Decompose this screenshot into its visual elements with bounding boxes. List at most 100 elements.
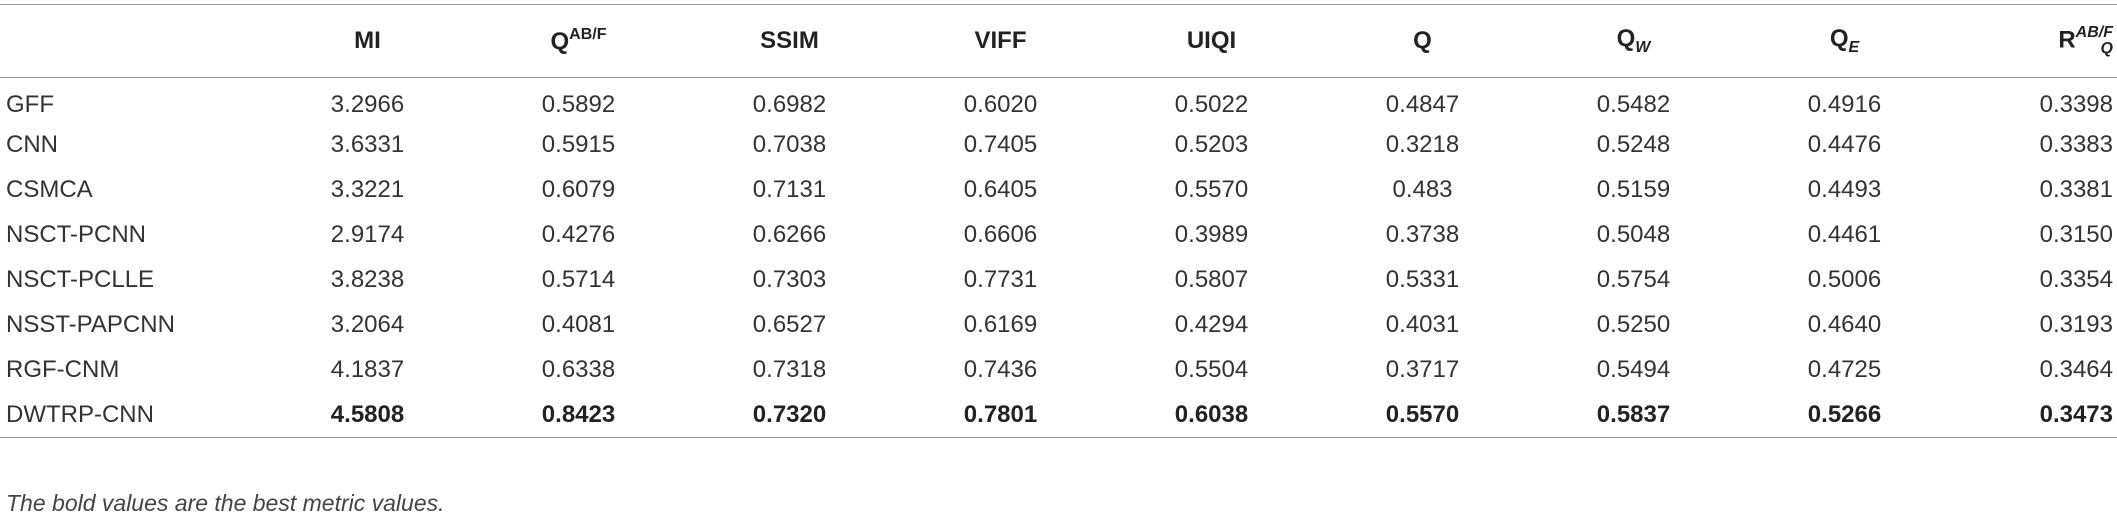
metric-value: 0.5022 bbox=[1174, 91, 1249, 119]
metric-value: 0.6606 bbox=[963, 221, 1038, 248]
header-text: R bbox=[2058, 26, 2076, 54]
metric-value: 0.4640 bbox=[1807, 311, 1882, 338]
row-label: NSCT-PCNN bbox=[6, 221, 147, 248]
metric-value: 0.5482 bbox=[1596, 91, 1671, 119]
column-header bbox=[0, 5, 262, 78]
metric-value: 0.3398 bbox=[2039, 91, 2113, 119]
metric-value: 0.3989 bbox=[1174, 221, 1249, 248]
metric-value: 0.4847 bbox=[1385, 91, 1460, 119]
header-text: SSIM bbox=[760, 27, 819, 54]
metric-value: 4.1837 bbox=[330, 356, 405, 383]
row-label: NSST-PAPCNN bbox=[6, 311, 175, 338]
row-label: NSCT-PCLLE bbox=[6, 266, 155, 293]
header-text: Q bbox=[1616, 25, 1636, 52]
metric-value: 0.3473 bbox=[2039, 400, 2113, 428]
column-header: VIFF bbox=[895, 5, 1106, 78]
metrics-table: MI QAB/F SSIM VIFF UIQI Q QW QE R AB/F Q GFF 3.2966… bbox=[0, 4, 2117, 438]
column-header: QE bbox=[1739, 5, 1950, 78]
metric-value: 0.6169 bbox=[963, 311, 1038, 338]
metric-value: 0.3381 bbox=[2039, 176, 2113, 203]
row-label: GFF bbox=[6, 91, 54, 119]
metric-value: 0.5203 bbox=[1174, 131, 1249, 158]
metric-value: 0.4493 bbox=[1807, 176, 1882, 203]
header-text: UIQI bbox=[1186, 27, 1237, 54]
metric-value: 0.6527 bbox=[752, 311, 827, 338]
header-row: MI QAB/F SSIM VIFF UIQI Q QW QE R AB/F Q bbox=[0, 4, 2117, 78]
column-header: QW bbox=[1528, 5, 1739, 78]
row-label: DWTRP-CNN bbox=[6, 400, 154, 428]
column-header: UIQI bbox=[1106, 5, 1317, 78]
metric-value: 3.6331 bbox=[330, 131, 405, 158]
metric-value: 0.4031 bbox=[1385, 311, 1460, 338]
header-subscript: E bbox=[1848, 39, 1860, 56]
metric-value: 3.8238 bbox=[330, 266, 405, 293]
metric-value: 0.7801 bbox=[963, 400, 1038, 428]
metric-value: 0.5331 bbox=[1385, 266, 1460, 293]
header-text: VIFF bbox=[974, 27, 1027, 54]
metric-value: 0.4081 bbox=[541, 311, 616, 338]
header-text: Q bbox=[1413, 27, 1432, 54]
column-header: Q bbox=[1317, 5, 1528, 78]
metric-value: 0.3464 bbox=[2039, 356, 2113, 383]
metric-value: 0.5892 bbox=[541, 91, 616, 119]
metric-value: 0.7731 bbox=[963, 266, 1038, 293]
header-text: MI bbox=[354, 27, 381, 54]
metric-value: 0.6079 bbox=[541, 176, 616, 203]
metric-value: 0.7318 bbox=[752, 356, 827, 383]
row-label: CNN bbox=[6, 131, 58, 158]
metric-value: 0.3218 bbox=[1385, 131, 1460, 158]
table-row: NSCT-PCNN 2.9174 0.4276 0.6266 0.6606 0.3989 0… bbox=[0, 213, 2117, 258]
metric-value: 0.7303 bbox=[752, 266, 827, 293]
metric-value: 0.7320 bbox=[752, 400, 827, 428]
header-text: Q bbox=[1829, 25, 1849, 52]
metric-value: 0.5048 bbox=[1596, 221, 1671, 248]
metric-value: 0.6338 bbox=[541, 356, 616, 383]
metric-value: 0.7405 bbox=[963, 131, 1038, 158]
metric-value: 0.5714 bbox=[541, 266, 616, 293]
table-row: DWTRP-CNN 4.5808 0.8423 0.7320 0.7801 0.6038 0… bbox=[0, 393, 2117, 438]
metric-value: 0.483 bbox=[1392, 176, 1453, 203]
table-row: RGF-CNM 4.1837 0.6338 0.7318 0.7436 0.5504 0.3… bbox=[0, 348, 2117, 393]
metric-value: 0.4916 bbox=[1807, 91, 1882, 119]
metric-value: 0.3193 bbox=[2039, 311, 2113, 338]
metric-value: 0.5837 bbox=[1596, 400, 1671, 428]
metric-value: 3.2966 bbox=[330, 91, 405, 119]
metric-value: 0.5807 bbox=[1174, 266, 1249, 293]
metric-value: 0.5250 bbox=[1596, 311, 1671, 338]
column-header: MI bbox=[262, 5, 473, 78]
row-label: CSMCA bbox=[6, 176, 93, 203]
metric-value: 0.7038 bbox=[752, 131, 827, 158]
footnote: The bold values are the best metric valu… bbox=[6, 490, 445, 516]
metric-value: 3.3221 bbox=[330, 176, 405, 203]
metric-value: 0.8423 bbox=[541, 400, 616, 428]
metric-value: 0.3717 bbox=[1385, 356, 1460, 383]
metric-value: 0.5754 bbox=[1596, 266, 1671, 293]
metric-value: 0.4276 bbox=[541, 221, 616, 248]
metric-value: 0.3354 bbox=[2039, 266, 2113, 293]
metric-value: 0.5570 bbox=[1385, 400, 1460, 428]
metric-value: 0.3738 bbox=[1385, 221, 1460, 248]
column-header: R AB/F Q bbox=[1950, 5, 2117, 78]
metric-value: 0.6038 bbox=[1174, 400, 1249, 428]
metric-value: 0.4294 bbox=[1174, 311, 1249, 338]
metric-value: 0.6982 bbox=[752, 91, 827, 119]
metric-value: 0.3383 bbox=[2039, 131, 2113, 158]
table-header: MI QAB/F SSIM VIFF UIQI Q QW QE R AB/F Q bbox=[0, 4, 2117, 78]
metric-value: 2.9174 bbox=[330, 221, 405, 248]
metric-value: 0.5159 bbox=[1596, 176, 1671, 203]
metric-value: 0.4461 bbox=[1807, 221, 1882, 248]
metric-value: 0.5006 bbox=[1807, 266, 1882, 293]
metric-value: 0.5266 bbox=[1807, 400, 1882, 428]
metric-value: 0.5494 bbox=[1596, 356, 1671, 383]
metric-value: 0.6266 bbox=[752, 221, 827, 248]
metric-value: 0.3150 bbox=[2039, 221, 2113, 248]
metric-value: 0.5504 bbox=[1174, 356, 1249, 383]
metric-value: 0.7131 bbox=[752, 176, 827, 203]
column-header: QAB/F bbox=[473, 5, 684, 78]
metric-value: 0.5248 bbox=[1596, 131, 1671, 158]
metric-value: 0.5570 bbox=[1174, 176, 1249, 203]
table-row: CNN 3.6331 0.5915 0.7038 0.7405 0.5203 0.3218 0… bbox=[0, 123, 2117, 168]
header-superscript: AB/F bbox=[2075, 24, 2113, 41]
header-subscript: Q bbox=[2100, 40, 2113, 57]
